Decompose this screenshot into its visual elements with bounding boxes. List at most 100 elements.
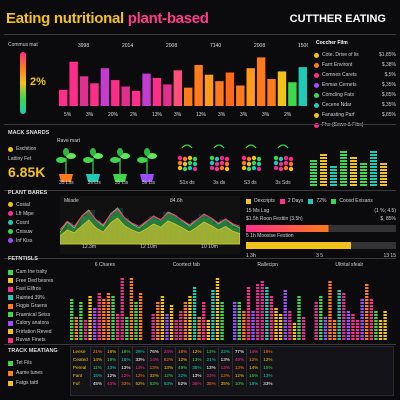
feature-bar-segment (92, 326, 97, 328)
feature-bar-segment (129, 338, 134, 340)
feature-bar-segment (202, 320, 206, 322)
feature-bar-segment (211, 299, 215, 301)
feature-bar-segment (92, 323, 97, 325)
feature-bar-segment (220, 317, 224, 319)
feature-bar-segment (255, 332, 260, 334)
feature-bar-segment (169, 323, 174, 325)
feature-bar-segment (351, 329, 355, 331)
legend-swatch-icon (331, 198, 337, 204)
food-icon (182, 161, 188, 167)
feature-bar-segment (246, 335, 251, 337)
feature-bar-segment (169, 320, 174, 322)
bar (267, 79, 276, 106)
feature-bar-segment (156, 317, 160, 319)
feature-bar-segment (215, 314, 220, 316)
mini-bar-segment (340, 154, 347, 156)
food-icon (214, 166, 220, 172)
feature-bar-segment (111, 299, 115, 301)
mini-bar-segment (350, 178, 357, 180)
feature-bar-segment (202, 335, 206, 337)
feature-bar-segment (332, 320, 337, 322)
feature-bar-segment (342, 329, 346, 331)
table-cell: 76% (146, 347, 162, 355)
feature-bar-segment (288, 323, 292, 325)
feature-bar-segment (269, 326, 274, 328)
feature-bar-segment (169, 314, 174, 316)
feature-bar-segment (188, 326, 192, 328)
feature-bar-segment (151, 314, 155, 316)
progress-bar-1 (246, 225, 396, 232)
feature-bar-segment (260, 302, 264, 304)
feature-bar-segment (111, 335, 115, 337)
feature-bar-segment (337, 296, 341, 298)
feature-bar-segment (337, 311, 341, 313)
feature-bar-segment (138, 323, 143, 325)
legend-label: 72% (316, 198, 327, 204)
feature-bar-segment (120, 308, 124, 310)
feature-bar-segment (88, 311, 92, 313)
food-icon (241, 165, 247, 171)
feature-bar-segment (278, 323, 283, 325)
data-table: Leese 21% 18% 18% 26% 76% 24% 18% 12% 13% 22% 77% 14… (71, 347, 275, 387)
food-icon (246, 156, 252, 162)
feature-bar-segment (297, 338, 301, 340)
feature-bar-segment (314, 329, 318, 331)
feature-bar-segment (134, 320, 138, 322)
table-cell: 35% (217, 379, 233, 387)
feature-bar-segment (138, 311, 143, 313)
feature-bar-segment (106, 299, 111, 301)
feature-bar-segment (192, 302, 197, 304)
feature-bar-segment (106, 314, 111, 316)
feature-bar-segment (134, 311, 138, 313)
feature-bar-segment (337, 305, 341, 307)
feature-bar-segment (102, 311, 106, 313)
mini-bar-segment (340, 151, 347, 153)
feature-bar-segment (169, 308, 174, 310)
feature-bar-segment (255, 320, 260, 322)
feature-bar-segment (355, 323, 360, 325)
bullet-icon (8, 295, 13, 301)
feature-bar-segment (215, 320, 220, 322)
feature-bar-segment (92, 320, 97, 322)
feature-bar-segment (246, 338, 251, 340)
mini-bar-segment (350, 157, 357, 159)
feature-bar-segment (288, 311, 292, 313)
feature-bar-segment (215, 323, 220, 325)
bar (236, 85, 245, 106)
leaf-icon (120, 153, 130, 159)
table-cell: 13% (104, 363, 119, 371)
legend-value: $,35% (381, 102, 396, 108)
legend-item: 72% (308, 196, 326, 206)
plant-right-row: 15 Ms Lsg (1 %; 4.5) (246, 208, 396, 216)
feature-bar-segment (332, 323, 337, 325)
feature-bar-segment (346, 335, 351, 337)
plant-item-label: Lft Mipe (16, 210, 34, 217)
feature-bar-segment (74, 335, 78, 337)
bullet-icon (8, 286, 13, 292)
feature-bar-segment (179, 329, 183, 331)
feature-bar-segment (360, 326, 364, 328)
feature-bar-segment (369, 299, 374, 301)
top-legend-title: Coccher Film (316, 40, 348, 46)
feature-bar-segment (151, 320, 155, 322)
feature-bar-segment (165, 329, 169, 331)
feature-bar-segment (319, 317, 323, 319)
feature-bar-segment (188, 296, 192, 298)
feature-bar-segment (260, 287, 264, 289)
feature-bar-segment (220, 332, 224, 334)
plant-label: 3s Lfs (87, 180, 101, 186)
feature-bar-segment (369, 308, 374, 310)
mini-bar-segment (380, 172, 387, 174)
feature-bar-segment (106, 308, 111, 310)
table-cell: 13% (132, 363, 148, 371)
feature-bar-segment (360, 329, 364, 331)
food-icon (177, 155, 183, 161)
feature-bar-segment (314, 338, 318, 340)
legend-item: Farrt Environt $,38% (314, 60, 396, 70)
food-icon (283, 165, 289, 171)
feature-bar-segment (120, 281, 124, 283)
feature-bar-segment (342, 335, 346, 337)
feature-bar-segment (160, 299, 165, 301)
feature-bar-segment (319, 335, 323, 337)
feature-bar-segment (120, 278, 124, 280)
